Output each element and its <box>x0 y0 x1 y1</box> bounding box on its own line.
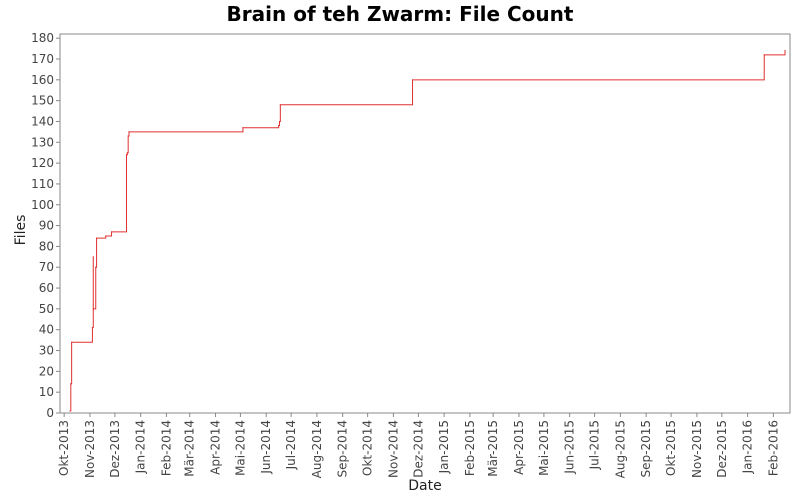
y-tick-label: 130 <box>31 135 54 149</box>
x-tick-label: Aug-2014 <box>310 420 324 478</box>
data-point <box>411 79 414 81</box>
x-tick-label: Apr-2014 <box>208 420 222 475</box>
x-tick-label: Mär-2014 <box>183 420 197 477</box>
x-axis: Okt-2013 Nov-2013 Dez-2013 Jan-2014 Feb-2014… <box>57 413 780 478</box>
data-point <box>92 256 94 258</box>
data-point <box>278 120 281 123</box>
x-tick-label: Dez-2013 <box>108 420 122 478</box>
data-point <box>95 266 97 268</box>
data-point <box>127 135 129 137</box>
data-point <box>279 104 281 106</box>
y-tick-label: 60 <box>39 281 54 295</box>
x-tick-label: Okt-2013 <box>57 420 71 476</box>
x-tick-label: Mai-2015 <box>537 420 551 476</box>
plot-area <box>59 33 791 414</box>
x-tick-label: Jun-2015 <box>563 420 577 475</box>
data-point <box>784 50 786 52</box>
data-point <box>95 237 98 239</box>
data-point <box>763 54 765 56</box>
x-tick-label: Jul-2014 <box>284 420 298 470</box>
x-tick-label: Nov-2013 <box>83 420 97 478</box>
y-tick-label: 50 <box>39 302 54 316</box>
chart-title: Brain of teh Zwarm: File Count <box>226 2 574 26</box>
data-point <box>69 410 71 412</box>
y-tick-label: 0 <box>46 406 54 420</box>
x-tick-label: Nov-2015 <box>690 420 704 478</box>
y-tick-label: 100 <box>31 198 54 212</box>
data-point <box>125 154 128 156</box>
data-point <box>91 327 94 329</box>
y-axis-label: Files <box>13 215 29 246</box>
x-tick-label: Jan-2015 <box>437 420 451 474</box>
y-tick-label: 20 <box>39 364 54 378</box>
series-layer <box>69 50 786 412</box>
x-tick-label: Feb-2015 <box>463 420 477 476</box>
x-tick-label: Aug-2015 <box>613 420 627 478</box>
x-tick-label: Jul-2015 <box>588 420 602 470</box>
y-tick-label: 30 <box>39 344 54 358</box>
y-tick-label: 140 <box>31 114 54 128</box>
x-tick-label: Sep-2014 <box>336 420 350 478</box>
x-axis-label: Date <box>408 478 441 494</box>
x-tick-label: Sep-2015 <box>639 420 653 478</box>
x-tick-label: Feb-2016 <box>766 420 780 476</box>
y-tick-label: 90 <box>39 219 54 233</box>
x-tick-label: Okt-2015 <box>664 420 678 476</box>
x-tick-label: Nov-2014 <box>386 420 400 478</box>
x-tick-label: Apr-2015 <box>512 420 526 475</box>
x-tick-label: Jun-2014 <box>259 420 273 475</box>
y-tick-label: 80 <box>39 239 54 253</box>
x-tick-label: Mai-2014 <box>233 420 247 476</box>
y-tick-label: 70 <box>39 260 54 274</box>
data-point <box>242 127 244 129</box>
x-tick-label: Jan-2016 <box>741 420 755 474</box>
y-axis: 0 10 20 30 40 50 60 70 80 90 100 110 120 130 140 150 160… <box>31 31 60 420</box>
x-tick-label: Dez-2015 <box>715 420 729 478</box>
y-tick-label: 40 <box>39 323 54 337</box>
y-tick-label: 150 <box>31 94 54 108</box>
data-point <box>128 131 130 133</box>
data-point <box>110 231 113 233</box>
data-point <box>126 152 128 154</box>
data-point <box>71 341 73 343</box>
x-tick-label: Jan-2014 <box>134 420 148 474</box>
x-tick-label: Feb-2014 <box>159 420 173 476</box>
y-tick-label: 180 <box>31 31 54 45</box>
data-point <box>105 235 107 237</box>
data-point <box>278 125 280 127</box>
x-tick-label: Okt-2014 <box>361 420 375 476</box>
y-tick-label: 10 <box>39 385 54 399</box>
y-tick-label: 120 <box>31 156 54 170</box>
data-point <box>92 308 94 310</box>
data-point <box>70 383 72 385</box>
x-tick-label: Mär-2015 <box>486 420 500 477</box>
y-tick-label: 160 <box>31 73 54 87</box>
x-tick-label: Dez-2014 <box>411 420 425 478</box>
y-tick-label: 110 <box>31 177 54 191</box>
y-tick-label: 170 <box>31 52 54 66</box>
